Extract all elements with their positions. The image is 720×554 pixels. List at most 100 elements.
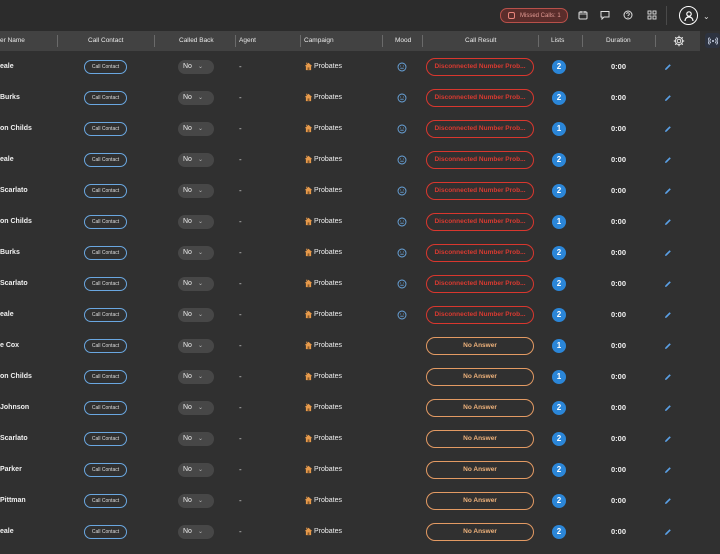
call-result-badge[interactable]: Disconnected Number Prob...: [426, 119, 534, 138]
call-result-badge[interactable]: Disconnected Number Prob...: [426, 274, 534, 293]
mood-icon[interactable]: [397, 51, 407, 82]
call-result-badge[interactable]: No Answer: [426, 522, 534, 541]
edit-icon[interactable]: [664, 144, 672, 175]
mood-icon[interactable]: [397, 175, 407, 206]
help-icon[interactable]: [623, 10, 633, 20]
lists-badge[interactable]: 1: [552, 121, 566, 136]
lists-badge[interactable]: 1: [552, 369, 566, 384]
call-contact-button[interactable]: Call Contact: [84, 493, 127, 508]
header-campaign[interactable]: Campaign: [304, 37, 334, 44]
mood-icon[interactable]: [397, 206, 407, 237]
edit-icon[interactable]: [664, 113, 672, 144]
called-back-select[interactable]: No ⌄: [178, 462, 214, 477]
lists-badge[interactable]: 1: [552, 214, 566, 229]
calendar-icon[interactable]: [578, 10, 588, 20]
called-back-select[interactable]: No ⌄: [178, 524, 214, 539]
edit-icon[interactable]: [664, 299, 672, 330]
edit-icon[interactable]: [664, 454, 672, 485]
lists-badge[interactable]: 2: [552, 183, 566, 198]
call-contact-button[interactable]: Call Contact: [84, 307, 127, 322]
call-result-badge[interactable]: No Answer: [426, 491, 534, 510]
call-result-badge[interactable]: Disconnected Number Prob...: [426, 181, 534, 200]
missed-calls-button[interactable]: Missed Calls: 1: [500, 8, 568, 23]
called-back-select[interactable]: No ⌄: [178, 152, 214, 167]
broadcast-icon[interactable]: [705, 33, 720, 48]
call-result-badge[interactable]: No Answer: [426, 429, 534, 448]
table-row[interactable]: Parker Call Contact No ⌄ - Probates No Answer 2…: [0, 454, 700, 485]
header-mood[interactable]: Mood: [395, 37, 412, 44]
chat-icon[interactable]: [600, 10, 610, 20]
called-back-select[interactable]: No ⌄: [178, 90, 214, 105]
lists-badge[interactable]: 2: [552, 462, 566, 477]
lists-badge[interactable]: 2: [552, 493, 566, 508]
call-contact-button[interactable]: Call Contact: [84, 462, 127, 477]
edit-icon[interactable]: [664, 485, 672, 516]
call-result-badge[interactable]: No Answer: [426, 460, 534, 479]
header-call-result[interactable]: Call Result: [465, 37, 497, 44]
call-result-badge[interactable]: Disconnected Number Prob...: [426, 150, 534, 169]
call-contact-button[interactable]: Call Contact: [84, 90, 127, 105]
call-contact-button[interactable]: Call Contact: [84, 524, 127, 539]
mood-icon[interactable]: [397, 144, 407, 175]
edit-icon[interactable]: [664, 51, 672, 82]
call-contact-button[interactable]: Call Contact: [84, 431, 127, 446]
lists-badge[interactable]: 2: [552, 431, 566, 446]
edit-icon[interactable]: [664, 330, 672, 361]
user-avatar-icon[interactable]: [679, 6, 698, 25]
call-result-badge[interactable]: No Answer: [426, 367, 534, 386]
mood-icon[interactable]: [397, 268, 407, 299]
call-result-badge[interactable]: Disconnected Number Prob...: [426, 57, 534, 76]
call-result-badge[interactable]: Disconnected Number Prob...: [426, 88, 534, 107]
call-result-badge[interactable]: Disconnected Number Prob...: [426, 305, 534, 324]
table-row[interactable]: Burks Call Contact No ⌄ - Probates Disconnecte…: [0, 82, 700, 113]
call-result-badge[interactable]: No Answer: [426, 398, 534, 417]
table-row[interactable]: eale Call Contact No ⌄ - Probates Disconnected…: [0, 144, 700, 175]
edit-icon[interactable]: [664, 392, 672, 423]
called-back-select[interactable]: No ⌄: [178, 400, 214, 415]
edit-icon[interactable]: [664, 206, 672, 237]
call-contact-button[interactable]: Call Contact: [84, 245, 127, 260]
header-duration[interactable]: Duration: [606, 37, 631, 44]
lists-badge[interactable]: 2: [552, 524, 566, 539]
edit-icon[interactable]: [664, 82, 672, 113]
called-back-select[interactable]: No ⌄: [178, 338, 214, 353]
call-contact-button[interactable]: Call Contact: [84, 121, 127, 136]
called-back-select[interactable]: No ⌄: [178, 307, 214, 322]
chevron-down-icon[interactable]: ⌄: [703, 12, 710, 21]
table-row[interactable]: Scarlato Call Contact No ⌄ - Probates Disconne…: [0, 175, 700, 206]
header-agent[interactable]: Agent: [239, 37, 256, 44]
table-row[interactable]: on Childs Call Contact No ⌄ - Probates Disconn…: [0, 113, 700, 144]
mood-icon[interactable]: [397, 299, 407, 330]
called-back-select[interactable]: No ⌄: [178, 59, 214, 74]
call-result-badge[interactable]: Disconnected Number Prob...: [426, 212, 534, 231]
edit-icon[interactable]: [664, 175, 672, 206]
called-back-select[interactable]: No ⌄: [178, 214, 214, 229]
table-row[interactable]: eale Call Contact No ⌄ - Probates Disconnected…: [0, 299, 700, 330]
lists-badge[interactable]: 2: [552, 400, 566, 415]
called-back-select[interactable]: No ⌄: [178, 245, 214, 260]
table-row[interactable]: e Cox Call Contact No ⌄ - Probates No Answer 1 0…: [0, 330, 700, 361]
call-contact-button[interactable]: Call Contact: [84, 400, 127, 415]
call-contact-button[interactable]: Call Contact: [84, 152, 127, 167]
call-result-badge[interactable]: No Answer: [426, 336, 534, 355]
lists-badge[interactable]: 2: [552, 152, 566, 167]
call-contact-button[interactable]: Call Contact: [84, 214, 127, 229]
edit-icon[interactable]: [664, 423, 672, 454]
lists-badge[interactable]: 1: [552, 338, 566, 353]
call-contact-button[interactable]: Call Contact: [84, 369, 127, 384]
mood-icon[interactable]: [397, 82, 407, 113]
call-contact-button[interactable]: Call Contact: [84, 276, 127, 291]
mood-icon[interactable]: [397, 237, 407, 268]
called-back-select[interactable]: No ⌄: [178, 369, 214, 384]
table-row[interactable]: eale Call Contact No ⌄ - Probates No Answer 2 0:…: [0, 516, 700, 547]
edit-icon[interactable]: [664, 516, 672, 547]
table-row[interactable]: Scarlato Call Contact No ⌄ - Probates Disconne…: [0, 268, 700, 299]
edit-icon[interactable]: [664, 237, 672, 268]
edit-icon[interactable]: [664, 361, 672, 392]
table-row[interactable]: Burks Call Contact No ⌄ - Probates Disconnecte…: [0, 237, 700, 268]
edit-icon[interactable]: [664, 268, 672, 299]
call-contact-button[interactable]: Call Contact: [84, 338, 127, 353]
called-back-select[interactable]: No ⌄: [178, 121, 214, 136]
table-row[interactable]: Pittman Call Contact No ⌄ - Probates No Answer…: [0, 485, 700, 516]
gear-icon[interactable]: [673, 35, 685, 47]
